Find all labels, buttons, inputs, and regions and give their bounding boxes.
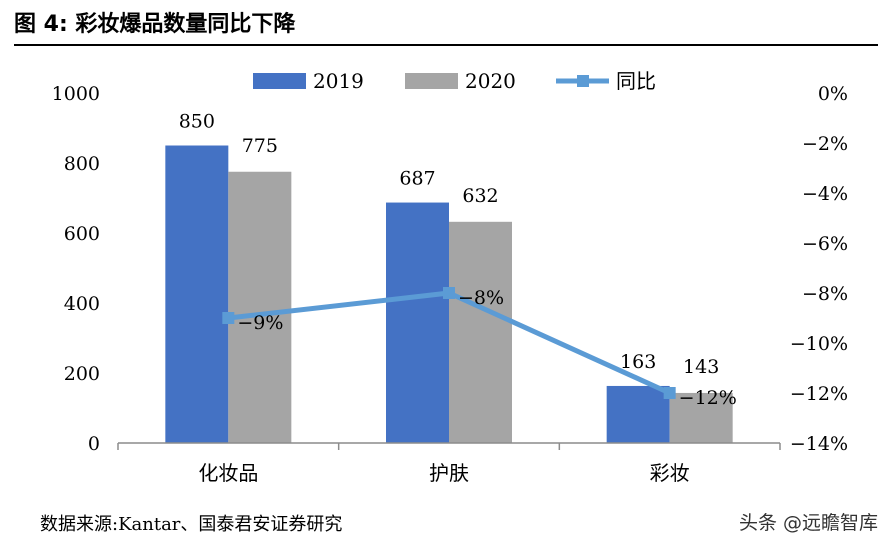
page-title: 图 4: 彩妆爆品数量同比下降 (14, 12, 296, 37)
right-tick-label: 0% (818, 83, 848, 105)
bar-2019 (165, 145, 229, 443)
legend: 2019 2020 同比 (253, 69, 656, 93)
left-y-axis: 0 200 400 600 800 1000 (52, 83, 100, 455)
yoy-marker (443, 287, 455, 299)
category-label: 护肤 (429, 461, 469, 485)
legend-swatch-2020 (405, 73, 458, 89)
yoy-value-label: −8% (458, 287, 504, 309)
legend-swatch-2019 (253, 73, 306, 89)
legend-label: 2019 (313, 69, 364, 93)
title-divider (14, 44, 878, 46)
watermark: 头条 @远瞻智库 (738, 512, 878, 534)
bar-value-label: 163 (620, 351, 656, 373)
right-tick-label: −6% (802, 233, 848, 255)
right-y-axis: −14% −12% −10% −8% −6% −4% −2% 0% (790, 83, 848, 455)
bar-2019 (386, 202, 449, 443)
right-tick-label: −10% (790, 333, 848, 355)
bar-value-label: 850 (179, 111, 215, 133)
bar-value-label: 632 (462, 185, 498, 207)
legend-label: 同比 (616, 69, 656, 93)
category-label: 化妆品 (198, 461, 258, 485)
left-tick-label: 400 (64, 293, 100, 315)
yoy-value-label: −9% (237, 312, 283, 334)
bar-value-label: 143 (683, 356, 719, 378)
legend-swatch-marker (577, 75, 589, 87)
left-tick-label: 200 (64, 363, 100, 385)
category-label: 彩妆 (650, 461, 690, 485)
right-tick-label: −4% (802, 183, 848, 205)
bar-series: 850 775 687 632 163 143 (165, 111, 733, 443)
left-tick-label: 1000 (52, 83, 100, 105)
bar-value-label: 775 (242, 135, 278, 157)
bar-2020 (228, 171, 292, 443)
left-tick-label: 800 (64, 153, 100, 175)
right-tick-label: −8% (802, 283, 848, 305)
right-tick-label: −2% (802, 133, 848, 155)
left-tick-label: 600 (64, 223, 100, 245)
right-tick-label: −14% (790, 433, 848, 455)
bar-2020 (449, 221, 512, 443)
bar-value-label: 687 (399, 168, 435, 190)
source-note: 数据来源:Kantar、国泰君安证券研究 (40, 514, 343, 535)
yoy-line-series: −9% −8% −12% (222, 287, 737, 409)
bar-2020 (669, 392, 733, 443)
right-tick-label: −12% (790, 383, 848, 405)
legend-label: 2020 (465, 69, 516, 93)
x-axis: 化妆品 护肤 彩妆 (117, 442, 781, 485)
left-tick-label: 0 (88, 433, 100, 455)
bar-2019 (606, 385, 670, 443)
yoy-marker (222, 312, 235, 324)
yoy-value-label: −12% (679, 387, 737, 409)
yoy-marker (663, 387, 676, 399)
